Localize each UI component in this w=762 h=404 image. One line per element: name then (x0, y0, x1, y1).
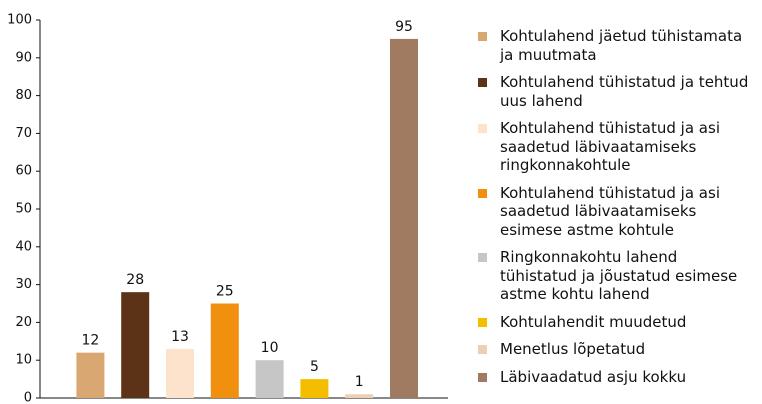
y-tick-label: 0 (24, 391, 32, 404)
legend-label: Läbivaadatud asju kokku (500, 367, 687, 386)
bar (345, 394, 374, 398)
legend-swatch (478, 345, 487, 354)
legend-swatch (478, 317, 487, 327)
y-tick-label: 100 (7, 13, 32, 28)
legend-swatch (478, 372, 487, 382)
legend-swatch (478, 124, 487, 133)
legend-item: Läbivaadatud asju kokku (476, 368, 758, 387)
legend-swatch (478, 188, 487, 198)
bar (255, 360, 284, 398)
legend-item: Kohtulahend jäetud tühistamata ja muutma… (476, 27, 758, 64)
data-label: 5 (310, 359, 319, 375)
y-tick-label: 30 (15, 277, 32, 292)
y-tick-label: 70 (15, 126, 32, 141)
data-label: 25 (216, 284, 234, 300)
data-label: 1 (355, 374, 364, 390)
legend-item: Ringkonnakohtu lahend tühistatud ja jõus… (476, 248, 758, 304)
bar (210, 303, 239, 398)
legend-swatch (478, 32, 487, 41)
legend-label: Kohtulahend tühistatud ja asi saadetud l… (500, 119, 720, 174)
legend-label: Kohtulahend tühistatud ja asi saadetud l… (500, 183, 720, 239)
data-label: 28 (126, 272, 144, 288)
legend-swatch (478, 78, 487, 87)
data-label: 13 (171, 329, 189, 345)
legend-label: Kohtulahend tühistatud ja tehtud uus lah… (500, 73, 749, 110)
bar (166, 348, 194, 398)
legend-item: Menetlus lõpetatud (476, 340, 758, 359)
y-tick-label: 60 (15, 164, 32, 179)
data-label: 10 (261, 340, 279, 356)
y-tick-label: 10 (15, 353, 32, 368)
y-tick-label: 40 (15, 239, 32, 254)
bar (390, 38, 418, 399)
legend-label: Kohtulahendit muudetud (500, 312, 687, 331)
bar (121, 292, 150, 398)
y-tick-label: 20 (15, 315, 32, 330)
legend: Kohtulahend jäetud tühistamata ja muutma… (476, 27, 758, 395)
legend-item: Kohtulahend tühistatud ja asi saadetud l… (476, 184, 758, 240)
legend-label: Menetlus lõpetatud (500, 340, 646, 358)
y-tick-label: 80 (15, 88, 32, 103)
bar (76, 352, 105, 398)
legend-swatch (478, 253, 487, 262)
y-tick-label: 50 (15, 202, 32, 217)
legend-label: Kohtulahend jäetud tühistamata ja muutma… (500, 27, 743, 64)
legend-item: Kohtulahend tühistatud ja tehtud uus lah… (476, 73, 758, 110)
data-label: 12 (81, 333, 99, 349)
legend-item: Kohtulahendit muudetud (476, 313, 758, 332)
legend-item: Kohtulahend tühistatud ja asi saadetud l… (476, 119, 758, 175)
y-tick-label: 90 (15, 50, 32, 65)
bar (300, 379, 329, 398)
legend-label: Ringkonnakohtu lahend tühistatud ja jõus… (500, 248, 738, 303)
data-label: 95 (395, 19, 413, 35)
